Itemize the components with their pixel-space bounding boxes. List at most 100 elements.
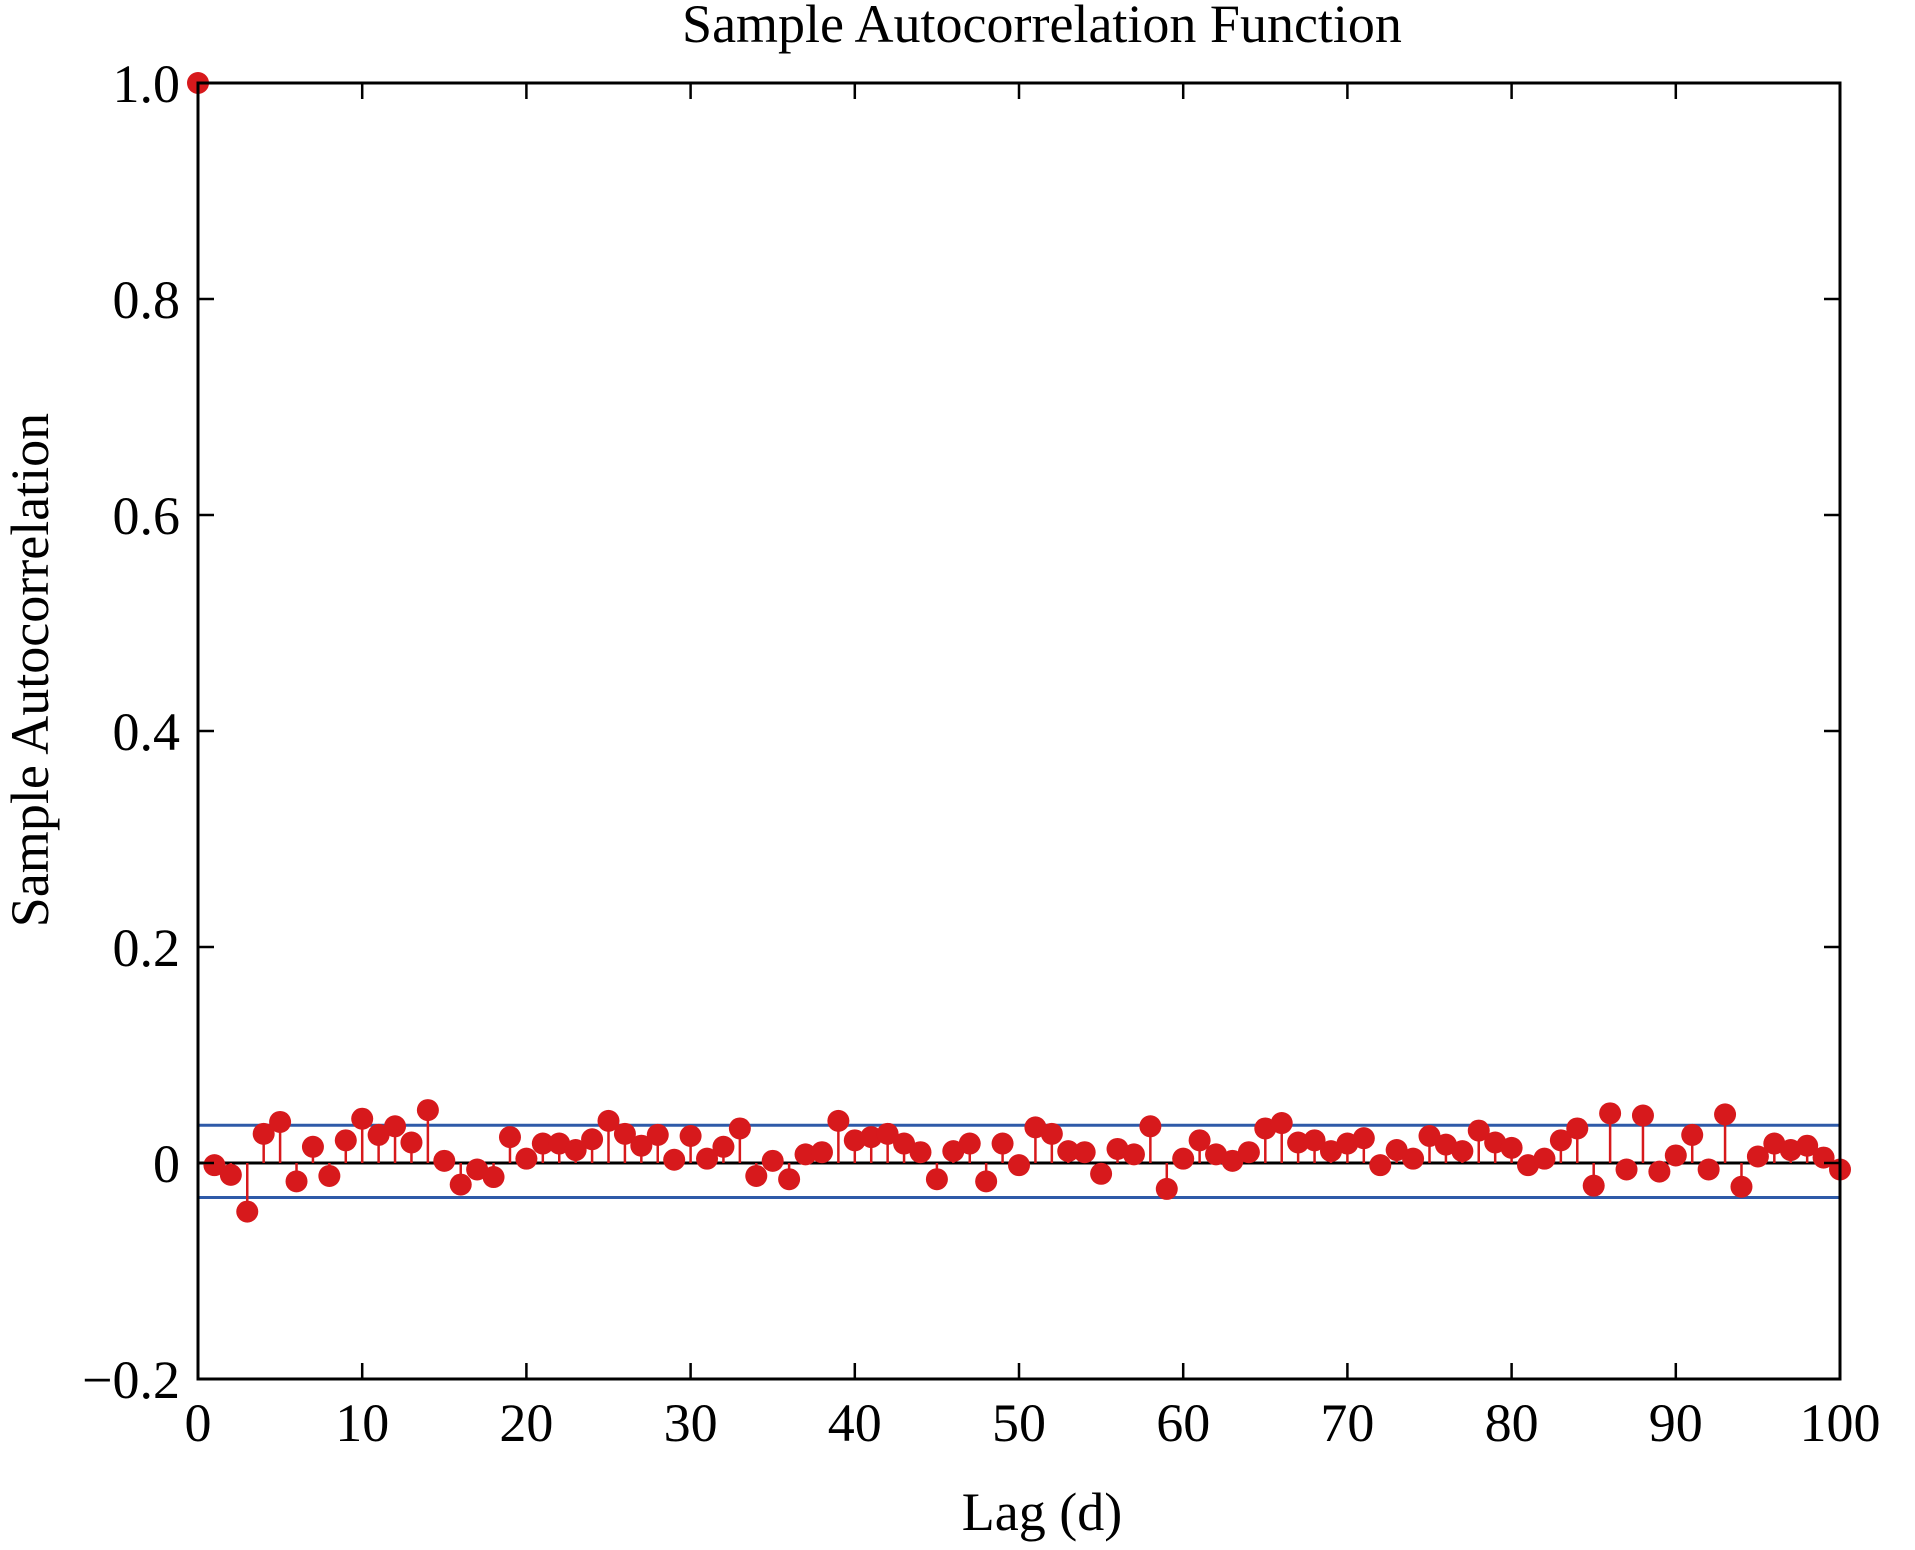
x-tick-label: 60 [1156,1393,1210,1453]
stem-marker [1402,1147,1425,1170]
stem-marker [909,1141,932,1164]
stem-marker [515,1147,538,1170]
stem-marker [367,1123,390,1146]
stem-marker [203,1154,226,1177]
stem-marker [498,1126,521,1149]
y-tick-label: 0.2 [113,918,181,978]
x-tick-label: 90 [1649,1393,1703,1453]
stem-marker [219,1163,242,1186]
stem-marker [893,1132,916,1155]
x-tick-label: 80 [1485,1393,1539,1453]
x-axis-label: Lag (d) [962,1482,1122,1542]
stem-marker [778,1168,801,1191]
y-tick-label: 0 [153,1134,180,1194]
stem-marker [1500,1136,1523,1159]
stem-marker [1303,1129,1326,1152]
stem-marker [810,1141,833,1164]
stem-marker [843,1129,866,1152]
stem-marker [794,1143,817,1166]
stem-marker [630,1134,653,1157]
stem-marker [449,1173,472,1196]
stem-marker [466,1158,489,1181]
stem-marker [991,1132,1014,1155]
stem-marker [1796,1134,1819,1157]
stem-marker [1746,1145,1769,1168]
stem-marker [318,1164,341,1187]
stem-marker [663,1148,686,1171]
stem-marker [400,1131,423,1154]
stem-marker [942,1140,965,1163]
stem-marker [564,1139,587,1162]
stem-marker [1237,1141,1260,1164]
stem-marker [269,1110,292,1133]
x-tick-label: 100 [1800,1393,1881,1453]
x-tick-label: 20 [499,1393,553,1453]
stem-marker [925,1168,948,1191]
stem-marker [761,1149,784,1172]
stem-marker [1319,1140,1342,1163]
y-axis-label: Sample Autocorrelation [0,413,60,927]
stem-marker [597,1109,620,1132]
chart-title: Sample Autocorrelation Function [682,0,1402,54]
stem-marker [1188,1129,1211,1152]
stem-marker [1287,1131,1310,1154]
x-tick-label: 40 [828,1393,882,1453]
stem-marker [1090,1162,1113,1185]
stem-marker [433,1149,456,1172]
stem-marker [1714,1103,1737,1126]
y-tick-label: −0.2 [82,1350,180,1410]
stem-marker [1352,1127,1375,1150]
stem-marker [1664,1144,1687,1167]
stem-marker [531,1132,554,1155]
stem-marker [1008,1154,1030,1177]
stem-marker [1533,1147,1556,1170]
stem-marker [581,1128,604,1151]
x-tick-label: 30 [664,1393,718,1453]
stem-marker [1418,1125,1441,1147]
stem-marker [1599,1102,1622,1125]
stem-marker [1172,1147,1195,1170]
stem-marker [1681,1123,1704,1146]
stem-marker [351,1107,374,1130]
stem-marker [1566,1117,1589,1140]
stem-marker [482,1166,505,1189]
stem-marker [1221,1149,1244,1172]
stem-marker [613,1122,636,1145]
stem-marker [1582,1174,1605,1197]
stem-marker [236,1200,259,1223]
stem-marker [712,1135,735,1158]
stem-marker [696,1147,719,1170]
tick-group: 0 10 20 30 40 50 60 70 80 90 100−0.200.20.40.60.81… [82,54,1880,1453]
stem-marker [1549,1129,1572,1152]
stem-marker [1385,1139,1408,1162]
stem-marker [860,1126,883,1149]
stem-marker [975,1170,998,1193]
x-tick-label: 0 [185,1393,212,1453]
stem-marker [384,1115,407,1138]
stem-marker [285,1170,308,1193]
stem-marker [1122,1143,1145,1166]
y-tick-label: 0.8 [113,270,181,330]
stem-marker [1451,1140,1474,1163]
stem-marker [1730,1175,1753,1198]
stem-marker [745,1164,768,1187]
stem-marker [827,1109,850,1132]
stem-marker [416,1099,439,1122]
stem-marker [1073,1141,1096,1164]
stem-series [187,72,1851,1223]
confidence-bounds [198,1123,1840,1200]
x-tick-label: 70 [1320,1393,1374,1453]
stem-marker [334,1129,357,1152]
stem-marker [679,1125,702,1147]
x-tick-label: 50 [992,1393,1046,1453]
stem-marker [1139,1115,1162,1138]
stem-marker [1057,1140,1080,1163]
stem-marker [1631,1104,1654,1127]
y-tick-label: 0.6 [113,486,181,546]
x-tick-label: 10 [335,1393,389,1453]
stem-marker [1615,1158,1638,1181]
y-tick-label: 1.0 [113,54,181,114]
stem-marker [1467,1119,1490,1142]
stem-marker [876,1122,899,1145]
stem-marker [1648,1160,1671,1183]
